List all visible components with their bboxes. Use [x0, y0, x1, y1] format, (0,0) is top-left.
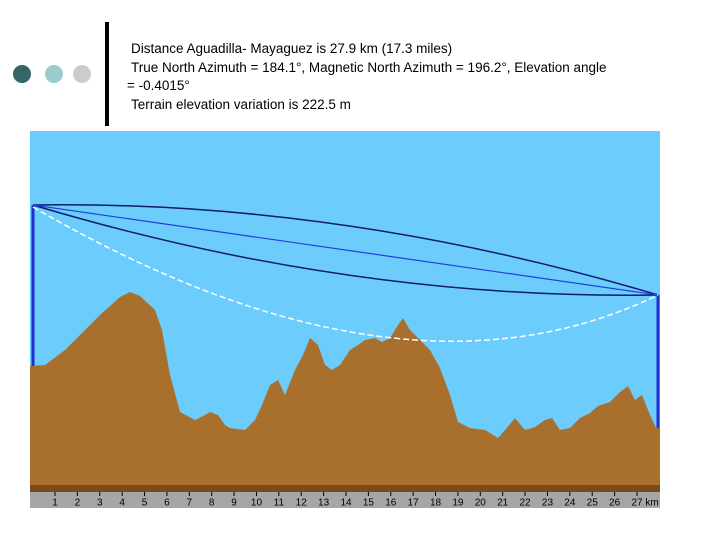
tick-label: 24: [564, 498, 576, 509]
axis-unit: km: [645, 498, 658, 509]
bullet-dot: [73, 65, 91, 83]
terrain-base: [30, 485, 660, 492]
tick-label: 11: [274, 498, 285, 509]
fresnel-lower: [32, 204, 659, 296]
text-line: True North Azimuth = 184.1°, Magnetic No…: [131, 60, 607, 75]
tick-label: 2: [75, 498, 81, 509]
text-line: Terrain elevation variation is 222.5 m: [131, 97, 351, 112]
x-axis: 1 2 3 4 5 6 7 8 9 10 11 12 13 14 15 16 17 18 19 20 21 22 23 24 2…: [52, 492, 659, 509]
tick-label: 25: [587, 498, 599, 509]
fresnel-upper: [32, 204, 659, 296]
tick-label: 13: [318, 498, 330, 509]
tick-label: 18: [430, 498, 442, 509]
tick-label: 23: [542, 498, 554, 509]
tick-label: 27: [631, 498, 643, 509]
text-line: = -0.4015°: [127, 78, 190, 93]
tick-label: 8: [209, 498, 215, 509]
tick-label: 5: [142, 498, 148, 509]
bullet-dot: [45, 65, 63, 83]
tick-label: 6: [164, 498, 170, 509]
text-line: Distance Aguadilla- Mayaguez is 27.9 km …: [131, 41, 452, 56]
tick-label: 17: [408, 498, 420, 509]
tick-label: 26: [609, 498, 621, 509]
earth-curve: [32, 206, 659, 342]
tick-label: 14: [340, 498, 352, 509]
divider: [105, 22, 109, 126]
tick-label: 21: [497, 498, 509, 509]
tick-label: 22: [520, 498, 532, 509]
tick-label: 19: [452, 498, 464, 509]
tick-label: 15: [363, 498, 375, 509]
tick-label: 4: [119, 498, 125, 509]
tick-label: 9: [231, 498, 237, 509]
tick-label: 20: [475, 498, 487, 509]
line-of-sight: [32, 204, 659, 296]
tick-label: 10: [251, 498, 263, 509]
terrain: [30, 292, 660, 492]
tick-label: 12: [296, 498, 308, 509]
tick-label: 16: [385, 498, 397, 509]
tick-label: 3: [97, 498, 103, 509]
bullet-dot: [13, 65, 31, 83]
tick-label: 1: [52, 498, 58, 509]
profile-image: 1 2 3 4 5 6 7 8 9 10 11 12 13 14 15 16 17 18 19 20 21 22 23 24 2…: [30, 131, 660, 509]
tick-label: 7: [187, 498, 193, 509]
